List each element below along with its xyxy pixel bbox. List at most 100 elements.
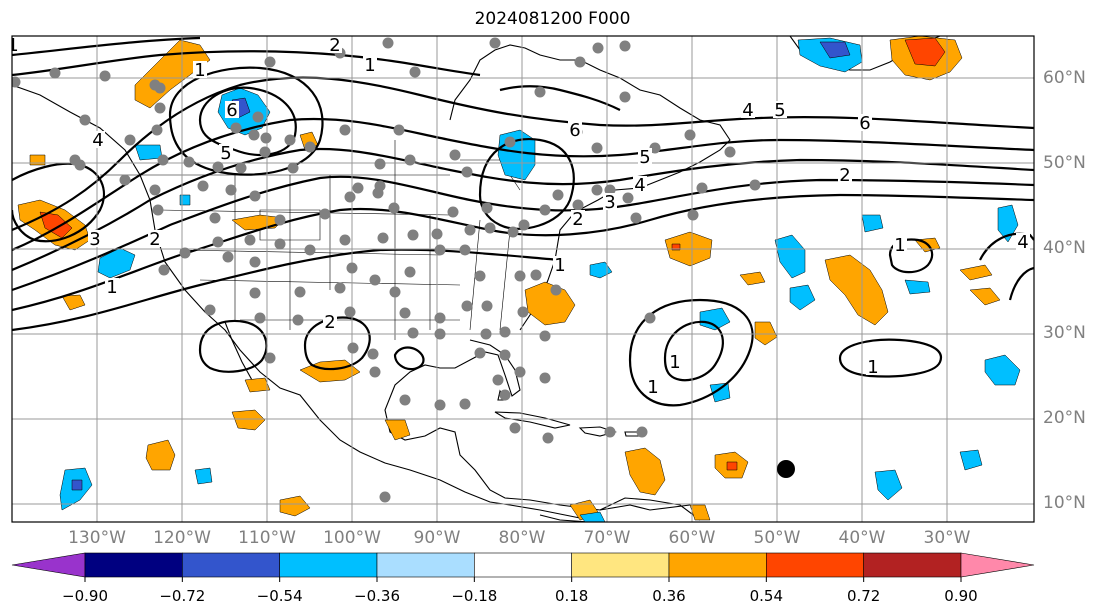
colorbar-label: 0.18 xyxy=(554,587,589,605)
station-dot xyxy=(158,264,170,276)
station-dot xyxy=(79,114,91,126)
contour-label-bg xyxy=(633,176,647,193)
station-dot xyxy=(530,269,542,281)
station-dot xyxy=(636,426,648,438)
station-dot xyxy=(434,312,446,324)
station-dot xyxy=(287,162,299,174)
station-dot xyxy=(249,287,261,299)
lat-label: 20°N xyxy=(1043,408,1086,428)
station-dot xyxy=(235,162,247,174)
station-dot xyxy=(369,366,381,378)
station-dot xyxy=(449,149,461,161)
station-dot xyxy=(344,191,356,203)
station-dot xyxy=(550,284,562,296)
colorbar-swatch xyxy=(376,552,475,578)
lon-label: 80°W xyxy=(498,528,546,548)
contour-label-bg xyxy=(568,121,582,138)
contour-label-bg xyxy=(105,278,119,295)
contour-label-bg xyxy=(1016,233,1030,250)
contour-label: 1 xyxy=(867,357,878,378)
station-dot xyxy=(204,304,216,316)
station-dot xyxy=(339,234,351,246)
contour-label-bg xyxy=(328,36,342,53)
station-dot xyxy=(149,184,161,196)
station-markers xyxy=(12,37,761,503)
contour-label: 1 xyxy=(364,55,375,76)
map-frame xyxy=(11,35,1035,523)
station-dot xyxy=(539,330,551,342)
station-dot xyxy=(461,300,473,312)
contour-label: 5 xyxy=(220,143,231,164)
station-dot xyxy=(369,274,381,286)
station-dot xyxy=(509,422,521,434)
storm-marker xyxy=(777,460,795,478)
contour-label: 1 xyxy=(554,255,565,276)
station-dot xyxy=(480,328,492,340)
station-dot xyxy=(507,226,519,238)
lon-label: 120°W xyxy=(153,528,211,548)
station-dot xyxy=(552,189,564,201)
station-dot xyxy=(434,244,446,256)
station-dot xyxy=(409,66,421,78)
lon-label: 50°W xyxy=(753,528,801,548)
station-dot xyxy=(404,266,416,278)
station-dot xyxy=(260,132,272,144)
station-dot xyxy=(212,161,224,173)
station-dot xyxy=(374,180,386,192)
lon-label: 70°W xyxy=(583,528,631,548)
colorbar-label: −0.72 xyxy=(159,587,206,605)
station-dot xyxy=(367,348,379,360)
station-dot xyxy=(225,184,237,196)
station-dot xyxy=(377,232,389,244)
colorbar-label: 0.90 xyxy=(944,587,978,605)
station-dot xyxy=(499,326,511,338)
lon-label: 100°W xyxy=(323,528,381,548)
station-dot xyxy=(151,124,163,136)
station-dot xyxy=(374,158,386,170)
contour-label: 1 xyxy=(106,277,117,298)
station-dot xyxy=(591,184,603,196)
lat-label: 10°N xyxy=(1043,493,1086,513)
contour-label-bg xyxy=(323,313,337,330)
station-dot xyxy=(514,270,526,282)
lat-label: 50°N xyxy=(1043,153,1086,173)
station-dot xyxy=(504,136,516,148)
colorbar-label: −0.36 xyxy=(354,587,400,605)
station-dot xyxy=(230,122,242,134)
station-dot xyxy=(197,180,209,192)
contour-label-bg xyxy=(893,236,907,253)
colorbar xyxy=(11,552,1035,582)
contour-label: 3 xyxy=(604,192,615,213)
station-dot xyxy=(222,251,234,263)
contour-label-bg xyxy=(646,378,660,395)
station-dot xyxy=(534,86,546,98)
station-dot xyxy=(379,491,391,503)
station-dot xyxy=(274,238,286,250)
station-dot xyxy=(630,212,642,224)
contour-label: 1 xyxy=(7,35,18,56)
station-dot xyxy=(254,312,266,324)
station-dot xyxy=(649,142,661,154)
station-dot xyxy=(399,307,411,319)
colorbar-label: −0.18 xyxy=(451,587,498,605)
station-dot xyxy=(407,327,419,339)
station-dot xyxy=(518,219,530,231)
station-dot xyxy=(389,286,401,298)
colorbar-label: −0.90 xyxy=(62,587,108,605)
station-dot xyxy=(499,389,511,401)
lat-label: 30°N xyxy=(1043,323,1086,343)
contour-label: 1 xyxy=(647,377,658,398)
contour-label: 4 xyxy=(634,175,645,196)
station-dot xyxy=(346,262,358,274)
contour-label: 3 xyxy=(1034,99,1045,120)
colorbar-swatch xyxy=(668,552,767,578)
station-dot xyxy=(481,300,493,312)
station-dot xyxy=(724,146,736,158)
station-dot xyxy=(284,134,296,146)
contour-label: 6 xyxy=(569,120,580,141)
contour-label-bg xyxy=(363,56,377,73)
station-dot xyxy=(619,91,631,103)
station-dot xyxy=(604,426,616,438)
station-dot xyxy=(209,212,221,224)
